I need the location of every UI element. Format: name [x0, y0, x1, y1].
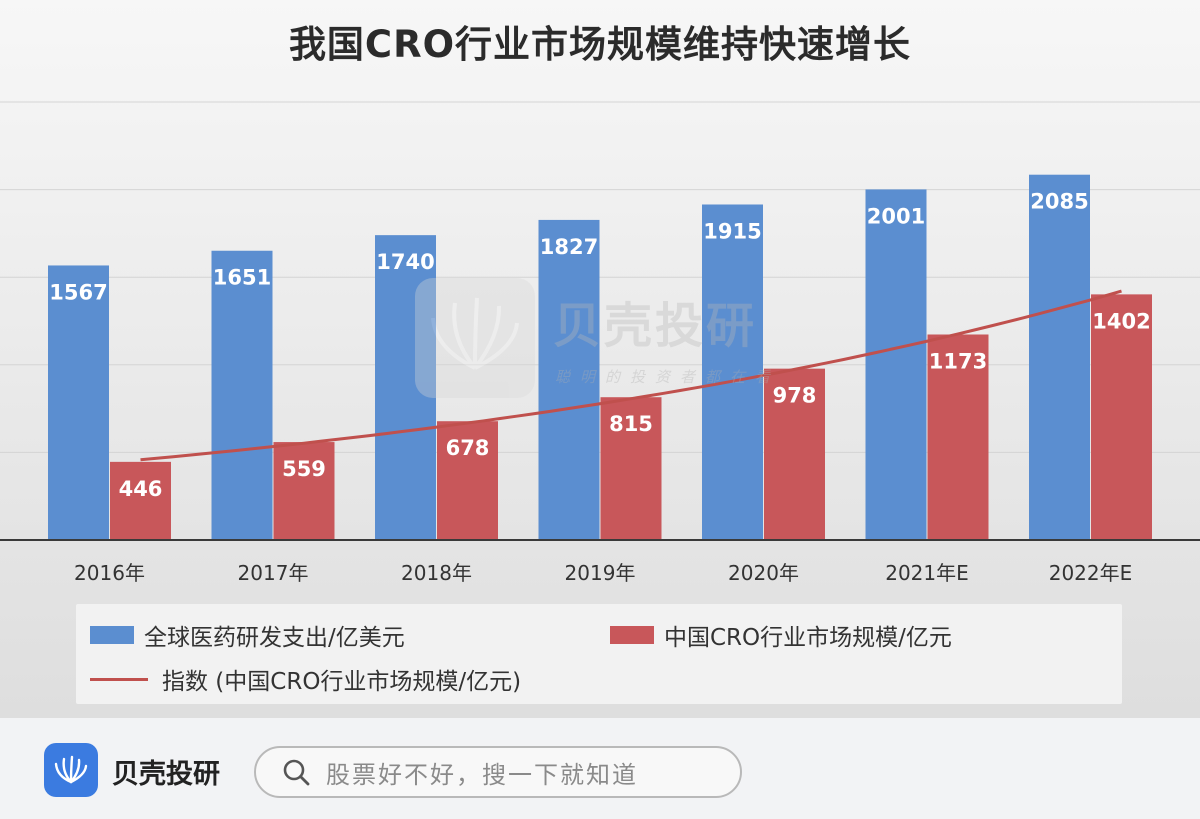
search-input[interactable]: 股票好不好，搜一下就知道	[254, 746, 742, 798]
x-tick-label: 2018年	[401, 561, 472, 585]
data-label: 1915	[703, 219, 761, 243]
bar-global-rd	[375, 235, 436, 541]
x-tick-label: 2022年E	[1049, 561, 1133, 585]
x-tick-label: 2017年	[238, 561, 309, 585]
legend-swatch-blue	[90, 626, 134, 644]
x-tick-label: 2020年	[728, 561, 799, 585]
data-label: 1651	[213, 266, 271, 290]
data-label: 815	[609, 412, 653, 436]
search-icon	[283, 759, 310, 786]
footer-bar: 贝壳投研 股票好不好，搜一下就知道	[0, 718, 1200, 819]
bar-china-cro	[764, 368, 825, 540]
chart-legend: 全球医药研发支出/亿美元 中国CRO行业市场规模/亿元 指数 (中国CRO行业市…	[76, 604, 1122, 704]
watermark-slogan: 聪明的投资者都在看	[555, 368, 781, 386]
data-label: 559	[282, 457, 326, 481]
data-label: 678	[446, 436, 490, 460]
brand-logo-icon[interactable]	[44, 743, 98, 797]
bar-china-cro	[1091, 294, 1152, 540]
data-label: 1827	[540, 235, 598, 259]
bar-china-cro	[600, 397, 662, 540]
bar-global-rd	[211, 250, 273, 540]
data-label: 2001	[867, 204, 925, 228]
footer-brand-name[interactable]: 贝壳投研	[112, 759, 220, 790]
bar-china-cro	[437, 421, 498, 540]
x-tick-label: 2019年	[565, 561, 636, 585]
data-label: 1567	[49, 280, 107, 304]
data-label: 1173	[929, 349, 987, 373]
legend-label-global-rd: 全球医药研发支出/亿美元	[144, 625, 405, 651]
bar-china-cro	[273, 442, 335, 540]
x-tick-label: 2021年E	[885, 561, 969, 585]
bar-china-cro	[110, 461, 171, 540]
x-tick-label: 2016年	[74, 561, 145, 585]
bar-global-rd	[865, 189, 927, 540]
bar-china-cro	[927, 334, 989, 540]
chart-panel: 1567 446 2016年 1651 559 2017年 1740 678 2018年 1827…	[0, 0, 1200, 718]
legend-label-trend: 指数 (中国CRO行业市场规模/亿元)	[162, 669, 522, 695]
data-label: 2085	[1030, 190, 1088, 214]
search-placeholder: 股票好不好，搜一下就知道	[326, 760, 638, 789]
data-label: 1402	[1092, 309, 1150, 333]
bar-global-rd	[538, 219, 600, 540]
legend-swatch-red	[610, 626, 654, 644]
data-label: 1740	[376, 250, 434, 274]
bar-global-rd	[48, 265, 109, 540]
bar-global-rd	[1029, 174, 1090, 540]
trendline	[140, 289, 1122, 462]
legend-item-china-cro: 中国CRO行业市场规模/亿元	[610, 618, 952, 652]
data-label: 978	[773, 384, 817, 408]
legend-label-china-cro: 中国CRO行业市场规模/亿元	[664, 625, 952, 651]
watermark-brand: 贝壳投研	[553, 298, 758, 354]
watermark: 贝壳投研 聪明的投资者都在看	[415, 278, 815, 398]
bar-global-rd	[702, 204, 763, 540]
watermark-logo-icon	[415, 278, 535, 398]
chart-plot: 1567 446 2016年 1651 559 2017年 1740 678 2018年 1827…	[0, 101, 1200, 585]
legend-item-trend: 指数 (中国CRO行业市场规模/亿元)	[90, 662, 521, 696]
data-label: 446	[119, 477, 163, 501]
chart-title: 我国CRO行业市场规模维持快速增长	[288, 23, 912, 66]
legend-item-global-rd: 全球医药研发支出/亿美元	[90, 618, 405, 652]
legend-trend-line	[90, 677, 148, 681]
